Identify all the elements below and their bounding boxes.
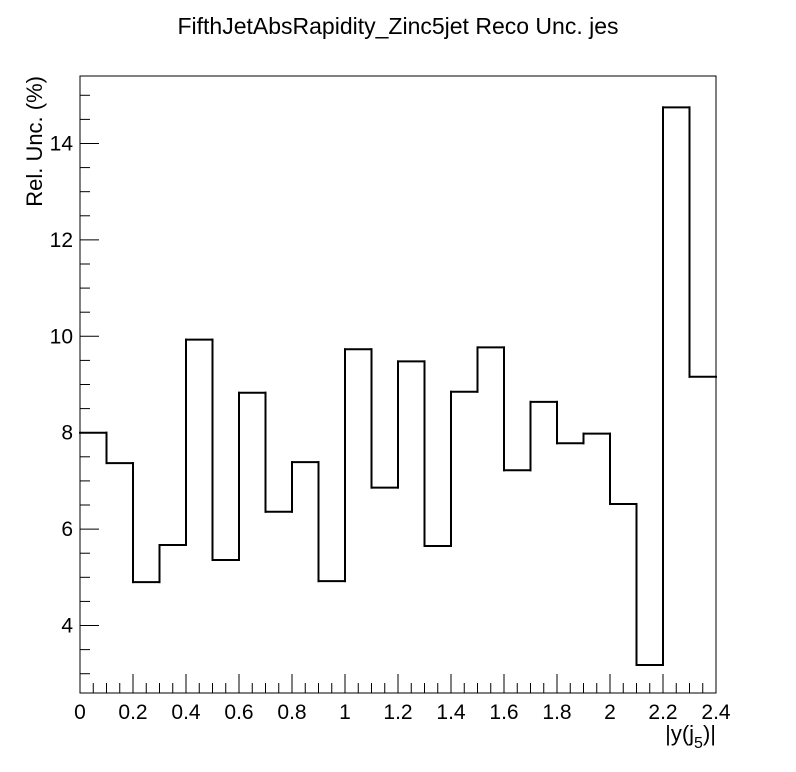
y-tick-label: 14 (50, 132, 74, 155)
y-tick-label: 6 (61, 518, 73, 541)
y-axis-ticks (80, 94, 99, 675)
x-tick-label: 0.2 (118, 701, 147, 724)
x-tick-label: 2 (604, 701, 616, 724)
chart-title: FifthJetAbsRapidity_Zinc5jet Reco Unc. j… (177, 13, 618, 39)
y-tick-label: 4 (61, 615, 73, 638)
x-tick-label: 1.6 (489, 701, 518, 724)
x-tick-label: 1.2 (383, 701, 412, 724)
y-tick-label: 12 (50, 229, 73, 252)
y-tick-label: 10 (50, 325, 73, 348)
x-tick-label: 1 (339, 701, 351, 724)
x-axis-tick-labels: 0 0.2 0.4 0.6 0.8 1 1.2 1.4 1.6 1.8 2 2.2 2.4 (74, 701, 731, 724)
x-tick-label: 0.4 (171, 701, 201, 724)
x-tick-label: 1.4 (436, 701, 466, 724)
x-tick-label: 2.4 (701, 701, 731, 724)
y-axis-label: Rel. Unc. (%) (22, 76, 47, 207)
x-axis-label: |y(j5)| (665, 721, 716, 752)
histogram-series (79, 106, 717, 667)
x-axis-label-subscript: 5 (694, 735, 703, 752)
x-tick-label: 2.2 (648, 701, 677, 724)
x-axis-label-main: |y(j (665, 721, 694, 746)
x-axis-ticks (79, 674, 717, 693)
x-tick-label: 0 (74, 701, 86, 724)
y-tick-label: 8 (61, 422, 73, 445)
x-tick-label: 0.8 (277, 701, 306, 724)
x-tick-label: 0.6 (224, 701, 253, 724)
x-axis-label-tail: )| (703, 721, 716, 746)
y-axis-tick-labels: 4 6 8 10 12 14 (50, 132, 74, 637)
x-tick-label: 1.8 (542, 701, 571, 724)
